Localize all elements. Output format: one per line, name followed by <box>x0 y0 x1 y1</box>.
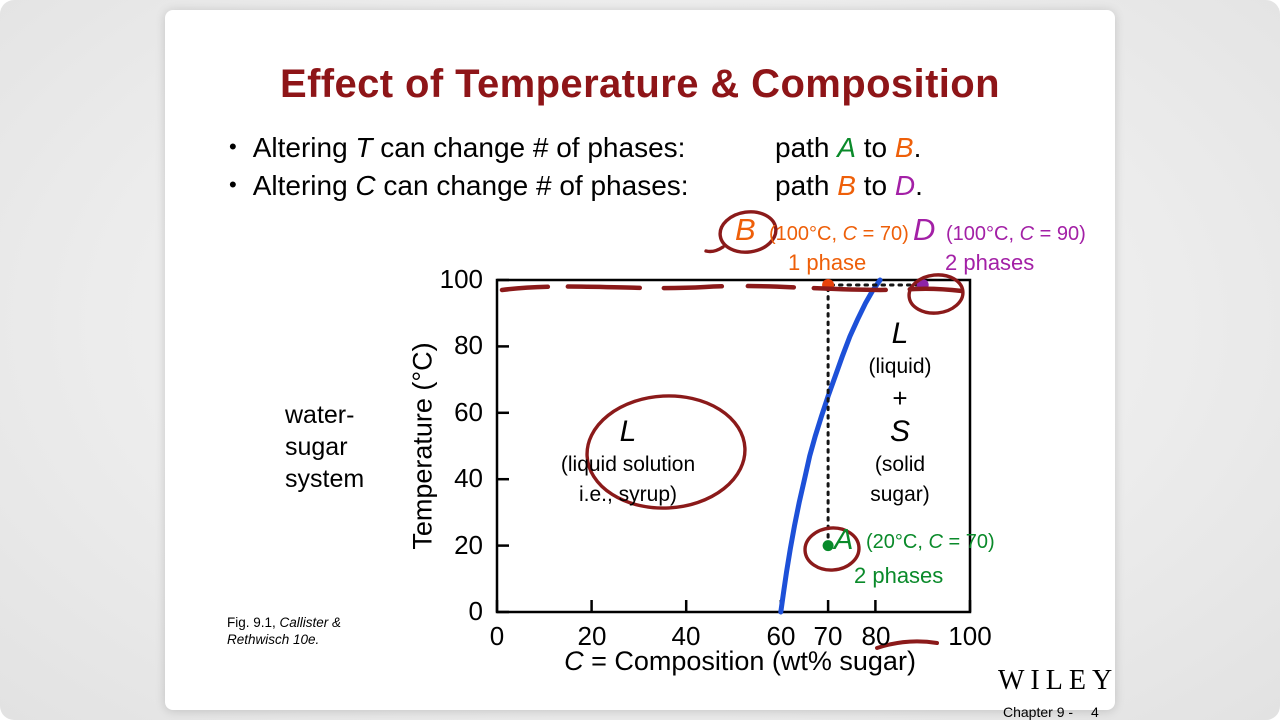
two-phase-S: S <box>868 414 931 450</box>
region-liquid-line2: i.e., syrup) <box>578 483 678 506</box>
phase-count-A: 2 phases <box>854 563 944 588</box>
bullet-2-path: path B to D. <box>775 170 923 202</box>
bullet-1-path: path A to B. <box>775 132 921 164</box>
x-tick-label: 70 <box>813 621 843 651</box>
bullet-item-2: • Altering C can change # of phases: path… <box>229 170 1109 202</box>
coords-B: (100°C, C = 70) <box>769 223 909 246</box>
hand-circle-A <box>803 526 861 572</box>
two-phase-solid-line1: (solid <box>874 453 926 476</box>
bullet-2-variable: C <box>355 170 376 201</box>
bullet-1-variable: T <box>355 132 373 163</box>
two-phase-L: L <box>868 316 931 352</box>
region-liquid-line1: (liquid solution <box>560 453 696 476</box>
two-phase-solid-line2: sugar) <box>870 483 930 506</box>
x-tick-label: 60 <box>766 621 796 651</box>
coords-D-pre: (100°C, <box>946 223 1020 245</box>
path-to-word: to <box>855 132 895 163</box>
bullet-1-mid: can change # of phases: <box>372 132 686 163</box>
chapter-label: Chapter 9 - <box>1003 704 1074 720</box>
two-phase-plus: + <box>892 383 908 413</box>
bullet-2-mid: can change # of phases: <box>375 170 689 201</box>
label-D: D <box>913 212 936 247</box>
bullet-1-pre: Altering <box>252 132 356 163</box>
coords-D-var: C <box>1019 223 1035 245</box>
system-label-line3: system <box>285 465 365 493</box>
bullet-item-1: • Altering T can change # of phases: path… <box>229 132 1109 164</box>
hand-circle-B-tail <box>704 245 725 254</box>
x-tick-label: 40 <box>671 621 701 651</box>
path-period: . <box>915 170 923 201</box>
hand-circle-D <box>907 273 965 315</box>
bullet-2-text: Altering C can change # of phases: <box>253 170 689 201</box>
y-tick-label: 100 <box>439 264 483 294</box>
path-word: path <box>775 170 838 201</box>
two-phase-liquid-word: (liquid) <box>868 355 932 378</box>
path-from-B: B <box>837 170 856 201</box>
publisher-logo: WILEY <box>998 665 1119 696</box>
x-axis-title-rest: = Composition (wt% sugar) <box>583 646 916 676</box>
coords-A: (20°C, C = 70) <box>866 531 995 554</box>
coords-B-var: C <box>842 223 858 245</box>
region-liquid-symbol: L <box>561 414 695 450</box>
coords-A-var: C <box>928 531 943 553</box>
x-axis-title: C = Composition (wt% sugar) <box>564 646 916 677</box>
path-word: path <box>775 132 838 163</box>
y-tick-label: 40 <box>454 463 483 493</box>
page-footer: Chapter 9 - 4 <box>1003 704 1099 720</box>
path-from-A: A <box>837 132 856 163</box>
hand-dashed-line <box>499 283 965 294</box>
coords-B-post: = 70) <box>857 223 909 245</box>
label-B: B <box>735 212 756 247</box>
figure-credit: Fig. 9.1, Callister & Rethwisch 10e. <box>227 614 387 648</box>
hand-circle-liquid-region <box>585 394 747 510</box>
phase-diagram-chart <box>495 210 972 650</box>
liquid-L: L <box>619 415 637 448</box>
y-tick-label: 0 <box>468 596 483 626</box>
x-tick-label: 0 <box>489 621 505 651</box>
bullet-2-pre: Altering <box>252 170 356 201</box>
path-to-D: D <box>894 170 916 201</box>
figure-credit-prefix: Fig. 9.1, <box>227 615 280 630</box>
y-tick-label: 60 <box>454 397 483 427</box>
y-axis-title: Temperature (°C) <box>407 342 438 550</box>
system-label: water- sugar system <box>285 399 364 495</box>
page-number: 4 <box>1091 704 1099 720</box>
point-A <box>822 540 834 552</box>
coords-D: (100°C, C = 90) <box>946 223 1086 246</box>
bullet-marker: • <box>229 172 237 197</box>
plot-border <box>495 278 972 614</box>
label-A: A <box>834 524 854 556</box>
path-period: . <box>913 132 922 163</box>
y-tick-label: 20 <box>454 530 483 560</box>
x-tick-label: 20 <box>577 621 607 651</box>
system-label-line2: sugar <box>285 433 348 461</box>
x-tick-label: 80 <box>861 621 891 651</box>
y-tick-label: 80 <box>454 330 483 360</box>
x-axis-title-var: C <box>564 646 584 676</box>
coords-A-pre: (20°C, <box>866 531 929 553</box>
bullet-marker: • <box>229 134 237 159</box>
solubility-curve <box>778 277 883 615</box>
system-label-line1: water- <box>285 401 355 429</box>
phase-count-D: 2 phases <box>945 250 1035 275</box>
coords-A-post: = 70) <box>942 531 995 553</box>
path-dotted-line <box>826 283 925 548</box>
x-tick-label: 100 <box>948 621 992 651</box>
coords-D-post: = 90) <box>1034 223 1086 245</box>
figure-credit-citation: Callister & Rethwisch 10e. <box>227 615 342 647</box>
phase-count-B: 1 phase <box>788 250 867 275</box>
hand-underline-axis <box>875 639 939 650</box>
bullet-1-text: Altering T can change # of phases: <box>253 132 686 163</box>
slide: Effect of Temperature & Composition • Alt… <box>165 10 1119 720</box>
region-label-two-phase: L (liquid) + S (solid sugar) <box>868 316 931 510</box>
two-phase-L-letter: L <box>891 317 909 350</box>
path-to-B: B <box>894 132 914 163</box>
region-label-liquid: L (liquid solution i.e., syrup) <box>561 414 695 510</box>
coords-B-pre: (100°C, <box>769 223 843 245</box>
two-phase-S-letter: S <box>889 415 910 448</box>
hand-circle-B <box>718 210 778 254</box>
slide-title: Effect of Temperature & Composition <box>280 62 1000 106</box>
path-to-word: to <box>855 170 895 201</box>
